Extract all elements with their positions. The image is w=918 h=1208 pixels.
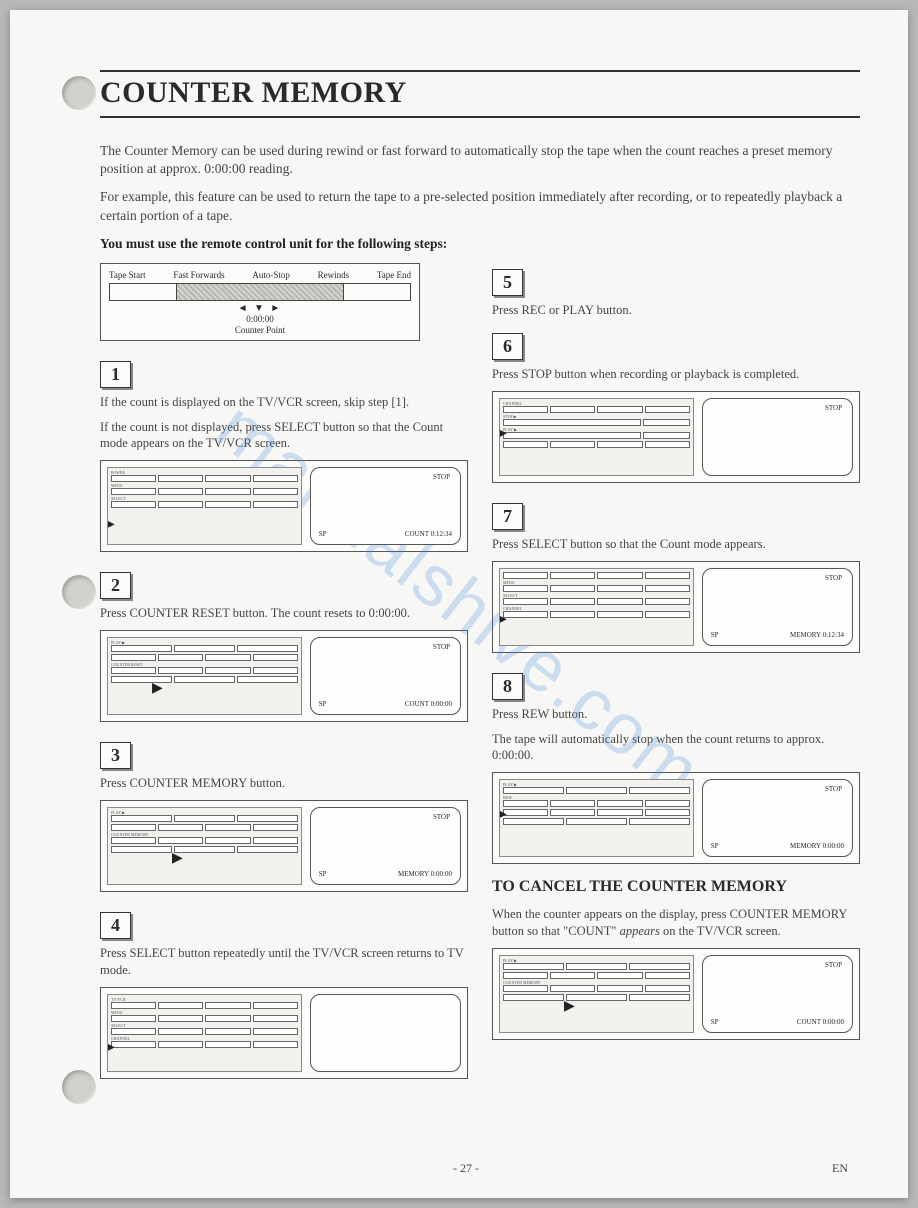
punch-hole [62, 76, 96, 110]
columns: Tape Start Fast Forwards Auto-Stop Rewin… [100, 263, 860, 1093]
remote-sketch: PLAY ▶ COUNTER MEMORY ▶ [499, 955, 694, 1033]
step4-text: Press SELECT button repeatedly until the… [100, 945, 468, 979]
tv-screen: STOP SPMEMORY 0:00:00 [310, 807, 461, 885]
step8-text1: Press REW button. [492, 706, 860, 723]
tape-counter: 0:00:00 [109, 314, 411, 325]
intro-p2: For example, this feature can be used to… [100, 188, 860, 224]
step1-text1: If the count is displayed on the TV/VCR … [100, 394, 468, 411]
screen-top: STOP [433, 473, 450, 481]
step6-figure: CHANNEL STOP ■ PLAY ▶ ▶ STOP [492, 391, 860, 483]
tape-diagram: Tape Start Fast Forwards Auto-Stop Rewin… [100, 263, 420, 341]
step8-figure: PLAY ▶ REW ▶ STOP SPMEMORY 0:00:00 [492, 772, 860, 864]
cancel-text: When the counter appears on the display,… [492, 906, 860, 940]
remote-sketch: CHANNEL STOP ■ PLAY ▶ ▶ [499, 398, 694, 476]
remote-sketch: POWER MENU SELECT ▶ [107, 467, 302, 545]
tape-lbl: Fast Forwards [173, 270, 224, 280]
tape-lbl: Tape Start [109, 270, 146, 280]
tv-screen: STOP SPCOUNT 0:00:00 [310, 637, 461, 715]
left-column: Tape Start Fast Forwards Auto-Stop Rewin… [100, 263, 468, 1093]
punch-hole [62, 575, 96, 609]
manual-page: manualshive.com COUNTER MEMORY The Count… [10, 10, 908, 1198]
step2-text: Press COUNTER RESET button. The count re… [100, 605, 468, 622]
step5-text: Press REC or PLAY button. [492, 302, 860, 319]
tape-lbl: Auto-Stop [252, 270, 290, 280]
intro-block: The Counter Memory can be used during re… [100, 142, 860, 253]
right-column: 5 Press REC or PLAY button. 6 Press STOP… [492, 263, 860, 1093]
step-number: 6 [492, 333, 523, 360]
step8-text2: The tape will automatically stop when th… [492, 731, 860, 765]
page-number: - 27 - [453, 1161, 479, 1176]
remote-sketch: PLAY ▶ COUNTER MEMORY ▶ [107, 807, 302, 885]
cancel-heading: TO CANCEL THE COUNTER MEMORY [492, 878, 860, 896]
tv-screen: STOP [702, 398, 853, 476]
cancel-figure: PLAY ▶ COUNTER MEMORY ▶ STOP SPCOUNT 0:0… [492, 948, 860, 1040]
step3-figure: PLAY ▶ COUNTER MEMORY ▶ STOP SPMEMORY 0:… [100, 800, 468, 892]
step-number: 1 [100, 361, 131, 388]
remote-sketch: TV/VCR MENU SELECT CHANNEL ▶ [107, 994, 302, 1072]
intro-p3: You must use the remote control unit for… [100, 235, 860, 253]
page-title: COUNTER MEMORY [100, 70, 860, 118]
tv-screen: STOP SPCOUNT 0:00:00 [702, 955, 853, 1033]
tape-lbl: Rewinds [318, 270, 350, 280]
tape-caption: Counter Point [109, 325, 411, 336]
intro-p1: The Counter Memory can be used during re… [100, 142, 860, 178]
step1-figure: POWER MENU SELECT ▶ STOP SPCOUNT 0:12:34 [100, 460, 468, 552]
step3-text: Press COUNTER MEMORY button. [100, 775, 468, 792]
tv-screen: STOP SPMEMORY 0:00:00 [702, 779, 853, 857]
tape-lbl: Tape End [377, 270, 411, 280]
remote-sketch: PLAY ▶ REW ▶ [499, 779, 694, 857]
step-number: 5 [492, 269, 523, 296]
step6-text: Press STOP button when recording or play… [492, 366, 860, 383]
step-number: 3 [100, 742, 131, 769]
remote-sketch: PLAY ▶ COUNTER RESET ▶ [107, 637, 302, 715]
tv-screen [310, 994, 461, 1072]
footer-lang: EN [832, 1161, 848, 1176]
step7-text: Press SELECT button so that the Count mo… [492, 536, 860, 553]
punch-hole [62, 1070, 96, 1104]
tv-screen: STOP SPCOUNT 0:12:34 [310, 467, 461, 545]
step-number: 7 [492, 503, 523, 530]
step-number: 4 [100, 912, 131, 939]
step7-figure: MENU SELECT CHANNEL ▶ STOP SPMEMORY 0:12… [492, 561, 860, 653]
tape-arrows: ◄ ▼ ► [109, 303, 411, 314]
step4-figure: TV/VCR MENU SELECT CHANNEL ▶ [100, 987, 468, 1079]
step-number: 2 [100, 572, 131, 599]
step2-figure: PLAY ▶ COUNTER RESET ▶ STOP SPCOUNT 0:00… [100, 630, 468, 722]
step-number: 8 [492, 673, 523, 700]
remote-sketch: MENU SELECT CHANNEL ▶ [499, 568, 694, 646]
footer: - 27 - EN [10, 1161, 908, 1176]
step1-text2: If the count is not displayed, press SEL… [100, 419, 468, 453]
tv-screen: STOP SPMEMORY 0:12:34 [702, 568, 853, 646]
